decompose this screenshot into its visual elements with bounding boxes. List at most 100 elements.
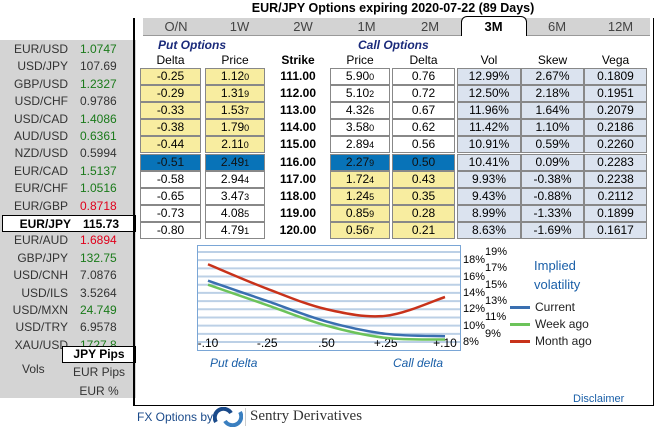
cell-vol[interactable]: 11.42% — [457, 119, 521, 137]
vols-option[interactable]: JPY Pips — [62, 346, 136, 363]
pair-row-audusd[interactable]: AUD/USD 0.6361 — [0, 128, 136, 145]
pair-row-eurjpy[interactable]: EUR/JPY 115.73 — [2, 215, 136, 232]
cell-put-price[interactable]: 2.110 — [205, 136, 265, 154]
cell-vega[interactable]: 0.2238 — [584, 170, 647, 188]
cell-put-price[interactable]: 1.319 — [205, 85, 265, 103]
cell-skew[interactable]: 0.09% — [521, 153, 584, 171]
cell-call-delta[interactable]: 0.67 — [392, 102, 455, 120]
cell-call-price[interactable]: 0.859 — [330, 204, 390, 222]
pair-row-eurusd[interactable]: EUR/USD 1.0747 — [0, 41, 136, 58]
cell-call-delta[interactable]: 0.50 — [392, 153, 455, 171]
cell-call-delta[interactable]: 0.43 — [392, 170, 455, 188]
cell-skew[interactable]: -0.38% — [521, 170, 584, 188]
cell-vol[interactable]: 12.50% — [457, 85, 521, 103]
cell-call-delta[interactable]: 0.35 — [392, 187, 455, 205]
disclaimer-link[interactable]: Disclaimer — [573, 393, 625, 405]
cell-put-price[interactable]: 1.790 — [205, 119, 265, 137]
tab-3m[interactable]: 3M — [460, 16, 527, 36]
pair-row-eurgbp[interactable]: EUR/GBP 0.8718 — [0, 198, 136, 215]
pair-row-gbpjpy[interactable]: GBP/JPY 132.75 — [0, 250, 136, 267]
cell-call-delta[interactable]: 0.72 — [392, 85, 455, 103]
tab-on[interactable]: O/N — [164, 19, 188, 34]
pair-row-usdils[interactable]: USD/ILS 3.5264 — [0, 285, 136, 302]
cell-put-price[interactable]: 2.491 — [205, 153, 265, 171]
tab-6m[interactable]: 6M — [547, 19, 567, 34]
cell-put-price[interactable]: 2.944 — [205, 170, 265, 188]
cell-vega[interactable]: 0.2186 — [584, 119, 647, 137]
cell-vega[interactable]: 0.2260 — [584, 136, 647, 154]
tab-2m[interactable]: 2M — [420, 19, 440, 34]
pair-row-usdmxn[interactable]: USD/MXN 24.749 — [0, 302, 136, 319]
cell-put-delta[interactable]: -0.65 — [140, 187, 201, 205]
cell-skew[interactable]: 2.67% — [521, 68, 584, 85]
cell-call-price[interactable]: 2.279 — [330, 153, 390, 171]
pair-row-euraud[interactable]: EUR/AUD 1.6894 — [0, 232, 136, 249]
cell-call-delta[interactable]: 0.56 — [392, 136, 455, 154]
cell-vol[interactable]: 9.93% — [457, 170, 521, 188]
pair-row-nzdusd[interactable]: NZD/USD 0.5994 — [0, 145, 136, 162]
tab-2w[interactable]: 2W — [293, 19, 313, 34]
cell-call-price[interactable]: 5.900 — [330, 68, 390, 85]
cell-put-delta[interactable]: -0.33 — [140, 102, 201, 120]
cell-vega[interactable]: 0.1617 — [584, 221, 647, 239]
cell-vega[interactable]: 0.1951 — [584, 85, 647, 103]
tab-1m[interactable]: 1M — [357, 19, 376, 34]
pair-row-usdcad[interactable]: USD/CAD 1.4086 — [0, 111, 136, 128]
cell-skew[interactable]: -0.88% — [521, 187, 584, 205]
cell-vol[interactable]: 10.91% — [457, 136, 521, 154]
cell-vega[interactable]: 0.2112 — [584, 187, 647, 205]
cell-call-price[interactable]: 1.245 — [330, 187, 390, 205]
cell-call-price[interactable]: 0.567 — [330, 221, 390, 239]
cell-put-delta[interactable]: -0.29 — [140, 85, 201, 103]
pair-row-eurchf[interactable]: EUR/CHF 1.0516 — [0, 180, 136, 197]
cell-call-price[interactable]: 1.724 — [330, 170, 390, 188]
cell-vol[interactable]: 8.99% — [457, 204, 521, 222]
cell-vol[interactable]: 10.41% — [457, 153, 521, 171]
value: 2.89 — [345, 137, 370, 152]
cell-call-delta[interactable]: 0.21 — [392, 221, 455, 239]
pair-row-usdtry[interactable]: USD/TRY 6.9578 — [0, 319, 136, 336]
pair-row-gbpusd[interactable]: GBP/USD 1.2327 — [0, 76, 136, 93]
cell-put-price[interactable]: 3.473 — [205, 187, 265, 205]
vols-option[interactable]: EUR % — [79, 384, 119, 398]
cell-vol[interactable]: 12.99% — [457, 68, 521, 85]
cell-skew[interactable]: 1.64% — [521, 102, 584, 120]
cell-call-delta[interactable]: 0.28 — [392, 204, 455, 222]
cell-put-price[interactable]: 4.085 — [205, 204, 265, 222]
tab-12m[interactable]: 12M — [607, 19, 634, 34]
cell-skew[interactable]: -1.33% — [521, 204, 584, 222]
pair-row-usdcnh[interactable]: USD/CNH 7.0876 — [0, 267, 136, 284]
pair-row-usdchf[interactable]: USD/CHF 0.9786 — [0, 93, 136, 110]
cell-call-price[interactable]: 3.580 — [330, 119, 390, 137]
cell-put-price[interactable]: 1.120 — [205, 68, 265, 85]
cell-put-delta[interactable]: -0.44 — [140, 136, 201, 154]
cell-vol[interactable]: 9.43% — [457, 187, 521, 205]
cell-put-delta[interactable]: -0.51 — [140, 153, 201, 171]
cell-vol[interactable]: 11.96% — [457, 102, 521, 120]
cell-call-price[interactable]: 4.326 — [330, 102, 390, 120]
cell-vega[interactable]: 0.2283 — [584, 153, 647, 171]
tab-1w[interactable]: 1W — [229, 19, 250, 34]
cell-skew[interactable]: 2.18% — [521, 85, 584, 103]
pair-row-usdjpy[interactable]: USD/JPY 107.69 — [0, 58, 136, 75]
cell-put-price[interactable]: 4.791 — [205, 221, 265, 239]
cell-put-delta[interactable]: -0.25 — [140, 68, 201, 85]
cell-skew[interactable]: 1.10% — [521, 119, 584, 137]
cell-vega[interactable]: 0.2079 — [584, 102, 647, 120]
cell-call-price[interactable]: 5.102 — [330, 85, 390, 103]
cell-call-delta[interactable]: 0.76 — [392, 68, 455, 85]
cell-vega[interactable]: 0.1899 — [584, 204, 647, 222]
cell-put-price[interactable]: 1.537 — [205, 102, 265, 120]
vols-option[interactable]: EUR Pips — [72, 365, 125, 379]
cell-put-delta[interactable]: -0.73 — [140, 204, 201, 222]
cell-put-delta[interactable]: -0.58 — [140, 170, 201, 188]
pair-row-eurcad[interactable]: EUR/CAD 1.5137 — [0, 163, 136, 180]
cell-call-price[interactable]: 2.894 — [330, 136, 390, 154]
cell-vol[interactable]: 8.63% — [457, 221, 521, 239]
cell-skew[interactable]: 0.59% — [521, 136, 584, 154]
cell-skew[interactable]: -1.69% — [521, 221, 584, 239]
cell-call-delta[interactable]: 0.62 — [392, 119, 455, 137]
cell-put-delta[interactable]: -0.38 — [140, 119, 201, 137]
cell-put-delta[interactable]: -0.80 — [140, 221, 201, 239]
cell-vega[interactable]: 0.1809 — [584, 68, 647, 85]
